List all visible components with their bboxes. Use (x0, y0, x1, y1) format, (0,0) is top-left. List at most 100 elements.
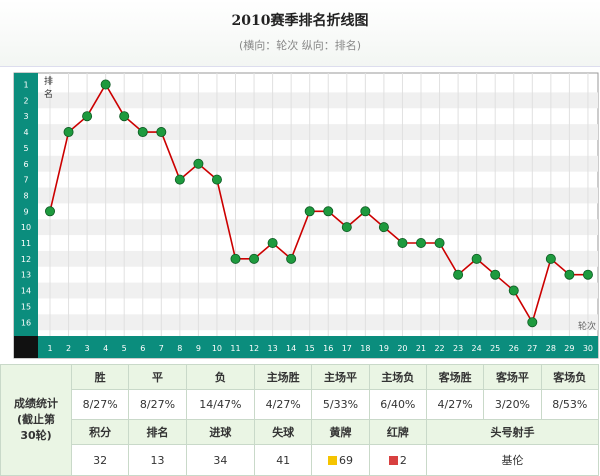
x-axis-title: 轮次 (578, 320, 596, 332)
data-point (45, 206, 56, 217)
data-point (174, 174, 185, 185)
y-tick-label: 11 (21, 239, 31, 248)
y-axis-bar (14, 73, 38, 337)
x-tick-label: 1 (47, 344, 52, 353)
x-tick-label: 19 (379, 344, 389, 353)
data-point (341, 222, 352, 233)
value-losses: 14/47% (185, 389, 256, 420)
y-tick-label: 8 (23, 191, 28, 200)
x-tick-label: 22 (434, 344, 444, 353)
y-tick-label: 16 (21, 318, 31, 327)
chart-subtitle: (横向：轮次 纵向：排名) (238, 39, 362, 52)
y-tick-label: 9 (23, 207, 28, 216)
x-tick-label: 13 (268, 344, 278, 353)
data-point (397, 237, 408, 248)
stats-panel: 成绩统计 (截止第 30轮) 胜 平 负 主场胜 主场平 主场负 客场胜 客场平… (0, 364, 600, 476)
data-point (415, 237, 426, 248)
y-tick-label: 6 (23, 160, 28, 169)
data-point (63, 127, 74, 138)
value-wins: 8/27% (70, 389, 130, 420)
side-label-line-3: 30轮) (20, 429, 52, 442)
x-tick-label: 28 (546, 344, 556, 353)
x-tick-label: 20 (397, 344, 407, 353)
value-away-wins: 4/27% (425, 389, 485, 420)
header-away-losses: 客场负 (540, 364, 600, 390)
header-points: 积分 (70, 419, 130, 445)
data-point (490, 269, 501, 280)
x-tick-label: 23 (453, 344, 463, 353)
stats-table: 成绩统计 (截止第 30轮) 胜 平 负 主场胜 主场平 主场负 客场胜 客场平… (0, 364, 600, 476)
data-point (453, 269, 464, 280)
value-away-draws: 3/20% (483, 389, 542, 420)
y-axis-title-1: 排 (44, 75, 53, 87)
x-tick-label: 29 (564, 344, 574, 353)
x-tick-label: 3 (85, 344, 90, 353)
data-point (286, 253, 297, 264)
value-rank: 13 (128, 444, 187, 476)
value-yellow-cards: 69 (339, 453, 353, 467)
header-goals-against: 失球 (254, 419, 313, 445)
data-point (582, 269, 593, 280)
header-home-wins: 主场胜 (254, 364, 313, 390)
header-rank: 排名 (128, 419, 187, 445)
data-point (82, 111, 93, 122)
data-point (193, 158, 204, 169)
x-tick-label: 7 (159, 344, 164, 353)
data-point (304, 206, 315, 217)
x-tick-label: 21 (416, 344, 426, 353)
y-tick-label: 4 (23, 128, 28, 137)
y-tick-label: 10 (21, 223, 31, 232)
value-draws: 8/27% (128, 389, 187, 420)
x-tick-label: 27 (527, 344, 537, 353)
x-tick-label: 4 (103, 344, 108, 353)
x-tick-label: 5 (122, 344, 127, 353)
data-point (156, 127, 167, 138)
header-home-draws: 主场平 (311, 364, 370, 390)
plot-area (13, 72, 599, 359)
x-axis-bar (38, 336, 598, 358)
data-point (378, 222, 389, 233)
data-point (230, 253, 241, 264)
x-tick-label: 11 (230, 344, 240, 353)
data-point (267, 237, 278, 248)
side-label-line-2: (截止第 (16, 413, 56, 426)
x-tick-label: 16 (323, 344, 333, 353)
y-tick-label: 14 (21, 287, 31, 296)
header-top-scorer: 头号射手 (425, 419, 600, 445)
data-point (119, 111, 130, 122)
x-tick-label: 9 (196, 344, 201, 353)
x-tick-label: 8 (177, 344, 182, 353)
header-wins: 胜 (70, 364, 130, 390)
x-tick-label: 14 (286, 344, 296, 353)
x-tick-label: 12 (249, 344, 259, 353)
data-point (211, 174, 222, 185)
value-home-losses: 6/40% (368, 389, 427, 420)
data-point (527, 317, 538, 328)
data-point (564, 269, 575, 280)
data-point (360, 206, 371, 217)
y-tick-label: 13 (21, 271, 31, 280)
chart-header (0, 0, 600, 67)
header-away-draws: 客场平 (483, 364, 542, 390)
x-tick-label: 2 (66, 344, 71, 353)
y-tick-label: 15 (21, 302, 31, 311)
header-goals-for: 进球 (185, 419, 256, 445)
data-point (545, 253, 556, 264)
x-tick-label: 30 (583, 344, 593, 353)
y-tick-label: 2 (23, 96, 28, 105)
value-home-wins: 4/27% (254, 389, 313, 420)
red-card-icon (388, 456, 398, 465)
data-point (249, 253, 260, 264)
x-tick-label: 15 (305, 344, 315, 353)
header-losses: 负 (185, 364, 256, 390)
value-goals-for: 34 (185, 444, 256, 476)
data-point (434, 237, 445, 248)
y-tick-label: 5 (23, 144, 28, 153)
value-red-cards-cell: 2 (368, 444, 427, 476)
value-yellow-cards-cell: 69 (311, 444, 370, 476)
data-point (508, 285, 519, 296)
y-tick-label: 7 (23, 176, 28, 185)
chart-title: 2010赛季排名折线图 (231, 13, 369, 29)
yellow-card-icon (328, 456, 337, 465)
value-home-draws: 5/33% (311, 389, 370, 420)
